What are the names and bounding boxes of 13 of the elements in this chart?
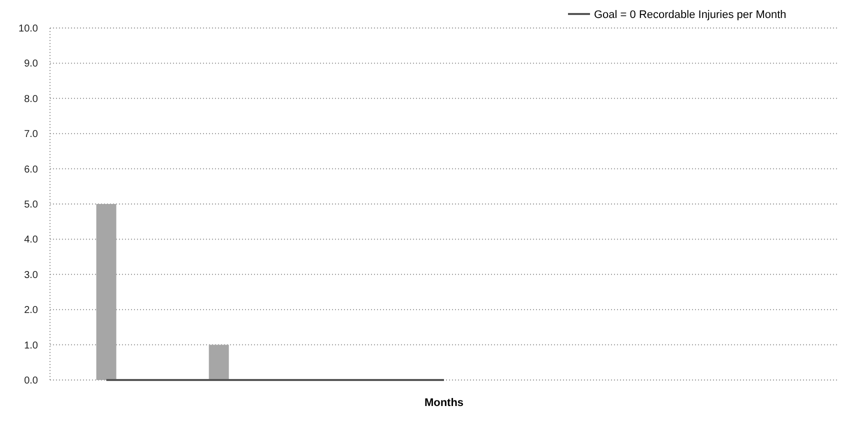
y-tick-label: 4.0 xyxy=(24,234,38,246)
y-tick-label: 7.0 xyxy=(24,129,38,140)
legend-label: Goal = 0 Recordable Injuries per Month xyxy=(594,8,786,21)
y-tick-label: 2.0 xyxy=(24,305,38,316)
y-tick-label: 6.0 xyxy=(24,164,38,176)
y-tick-label: 1.0 xyxy=(24,340,38,352)
y-tick-label: 8.0 xyxy=(24,94,38,105)
y-tick-label: 10.0 xyxy=(18,24,38,34)
y-tick-label: 9.0 xyxy=(24,58,38,70)
x-axis-title: Months xyxy=(424,397,464,409)
y-tick-label: 3.0 xyxy=(24,270,38,281)
y-tick-label: 5.0 xyxy=(24,200,38,210)
y-tick-label: 0.0 xyxy=(24,376,38,386)
